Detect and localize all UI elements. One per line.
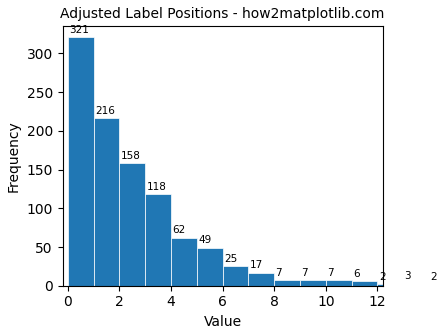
Text: 7: 7 (327, 268, 334, 278)
Bar (352, 281, 378, 286)
Text: 62: 62 (172, 225, 185, 236)
Bar (197, 248, 223, 286)
Text: 118: 118 (146, 182, 166, 192)
Text: 49: 49 (198, 236, 211, 246)
Bar (171, 238, 197, 286)
Text: 6: 6 (353, 269, 360, 279)
Text: 7: 7 (276, 268, 282, 278)
Text: 7: 7 (302, 268, 308, 278)
Bar (68, 37, 94, 286)
Text: 216: 216 (95, 106, 115, 116)
Title: Adjusted Label Positions - how2matplotlib.com: Adjusted Label Positions - how2matplotli… (60, 7, 385, 21)
Text: 3: 3 (405, 271, 411, 281)
Text: 25: 25 (224, 254, 237, 264)
X-axis label: Value: Value (203, 315, 241, 329)
Bar (403, 284, 429, 286)
Bar (145, 194, 171, 286)
Bar (94, 119, 119, 286)
Bar (119, 163, 145, 286)
Bar (249, 272, 274, 286)
Text: 2: 2 (379, 272, 385, 282)
Bar (326, 280, 352, 286)
Bar (274, 280, 300, 286)
Text: 2: 2 (431, 272, 437, 282)
Bar (378, 284, 403, 286)
Text: 321: 321 (69, 25, 89, 35)
Bar (223, 266, 249, 286)
Text: 17: 17 (250, 260, 263, 270)
Bar (429, 284, 448, 286)
Bar (300, 280, 326, 286)
Text: 158: 158 (121, 151, 141, 161)
Y-axis label: Frequency: Frequency (7, 120, 21, 192)
